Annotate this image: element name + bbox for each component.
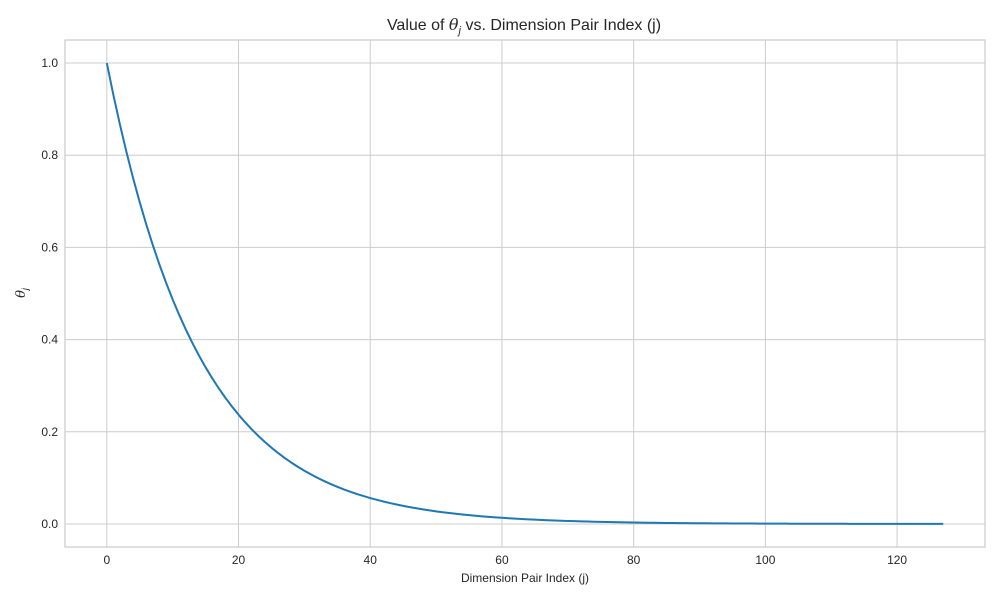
y-tick-labels: 0.0 0.2 0.4 0.6 0.8 1.0 [41, 56, 58, 531]
theta-curve [105, 62, 944, 525]
x-axis-label: Dimension Pair Index (j) [461, 571, 589, 585]
svg-text:θj: θj [14, 287, 30, 298]
y-label-subscript: j [20, 287, 30, 291]
x-tick-label: 20 [232, 553, 246, 567]
y-tick-label: 0.0 [41, 517, 58, 531]
title-suffix: vs. Dimension Pair Index (j) [461, 17, 661, 34]
x-tick-label: 100 [755, 553, 775, 567]
title-prefix: Value of [387, 17, 449, 34]
y-tick-label: 1.0 [41, 56, 58, 70]
y-tick-label: 0.4 [41, 333, 58, 347]
y-axis-label: θj [14, 287, 30, 298]
title-theta-symbol: θ [449, 15, 459, 34]
x-gridlines [106, 40, 898, 547]
plot-area [64, 39, 986, 548]
y-tick-label: 0.8 [41, 148, 58, 162]
y-tick-label: 0.2 [41, 425, 58, 439]
x-tick-label: 60 [495, 553, 509, 567]
axes-spines [64, 39, 986, 548]
x-tick-label: 0 [103, 553, 110, 567]
chart-title: Value of θj vs. Dimension Pair Index (j) [387, 15, 661, 37]
x-tick-label: 120 [887, 553, 907, 567]
x-tick-label: 40 [364, 553, 378, 567]
y-label-theta: θ [14, 290, 29, 298]
title-subscript: j [457, 25, 462, 37]
x-tick-label: 80 [627, 553, 641, 567]
y-gridlines [65, 62, 985, 525]
x-tick-labels: 0 20 40 60 80 100 120 [103, 553, 907, 567]
y-tick-label: 0.6 [41, 240, 58, 254]
